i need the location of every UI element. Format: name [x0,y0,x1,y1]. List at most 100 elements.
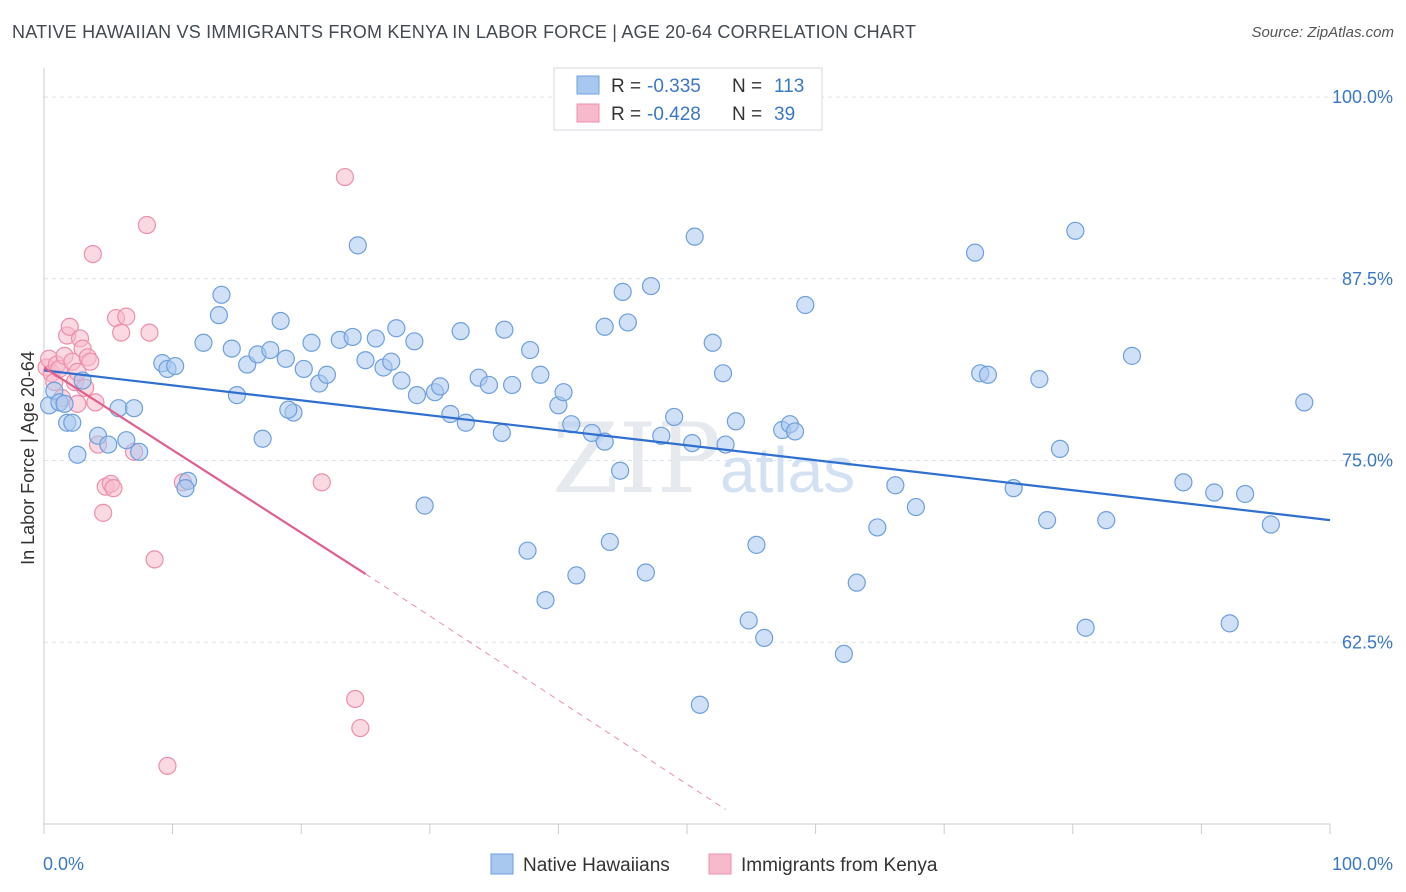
point-native-hawaiians-95 [965,243,985,262]
point-kenya-32 [158,756,177,775]
point-kenya-34 [312,473,331,492]
point-native-hawaiians-11 [117,431,136,450]
point-kenya-27 [117,307,136,326]
point-native-hawaiians-68 [600,532,619,552]
point-native-hawaiians-80 [713,364,733,383]
point-native-hawaiians-56 [503,375,522,395]
point-native-hawaiians-3 [55,394,74,413]
point-native-hawaiians-71 [618,313,637,332]
point-kenya-29 [140,323,159,342]
point-native-hawaiians-44 [405,332,424,351]
point-native-hawaiians-37 [348,236,367,255]
point-kenya-31 [145,550,164,569]
trend-lines [43,366,1331,810]
series-kenya-points [37,167,370,775]
point-native-hawaiians-5 [63,413,82,432]
x-tick-label-0: 0.0% [43,854,84,874]
point-native-hawaiians-64 [567,566,586,585]
point-native-hawaiians-16 [166,356,185,376]
point-kenya-37 [351,718,370,738]
legend: R = -0.335 N = 113 R = -0.428 N = 39 [553,67,823,131]
point-native-hawaiians-75 [665,407,684,427]
bottom-legend: Native Hawaiians Immigrants from Kenya [490,853,938,876]
point-kenya-17 [81,352,100,371]
point-kenya-26 [112,323,131,342]
point-native-hawaiians-31 [294,359,313,379]
point-native-hawaiians-79 [703,333,722,352]
point-native-hawaiians-13 [130,442,149,461]
point-native-hawaiians-27 [261,340,280,360]
y-axis-label: In Labor Force | Age 20-64 [18,351,38,565]
chart-title: NATIVE HAWAIIAN VS IMMIGRANTS FROM KENYA… [12,22,917,42]
point-native-hawaiians-66 [595,432,614,451]
bottom-legend-label-blue: Native Hawaiians [523,855,670,876]
y-tick-labels: 100.0% 87.5% 75.0% 62.5% [1332,87,1393,652]
point-native-hawaiians-34 [317,365,337,384]
point-native-hawaiians-38 [356,351,375,370]
point-native-hawaiians-9 [99,435,118,454]
watermark: ZIP atlas [552,403,855,515]
point-native-hawaiians-22 [222,339,241,358]
legend-n-label-pink: N = [732,104,762,125]
legend-r-value-pink: -0.428 [647,104,701,125]
point-native-hawaiians-58 [521,340,540,360]
legend-swatch-blue [576,75,600,95]
point-native-hawaiians-60 [536,591,555,610]
legend-n-value-pink: 39 [774,104,795,125]
point-native-hawaiians-51 [456,413,475,432]
bottom-legend-swatch-blue [490,853,514,875]
point-native-hawaiians-91 [847,573,866,592]
point-native-hawaiians-108 [1236,484,1255,504]
point-native-hawaiians-21 [212,285,231,304]
point-native-hawaiians-54 [492,423,511,443]
watermark-zip: ZIP [552,403,721,515]
trend-line-native-hawaiians [43,369,1331,522]
legend-r-label-blue: R = [611,76,641,97]
point-native-hawaiians-103 [1076,618,1095,637]
point-native-hawaiians-97 [978,365,998,384]
point-native-hawaiians-77 [685,227,704,246]
point-kenya-18 [83,244,102,264]
point-native-hawaiians-82 [726,412,745,431]
point-native-hawaiians-32 [302,333,321,352]
series-native-hawaiians-points [40,221,1314,714]
point-native-hawaiians-99 [1030,370,1049,389]
point-native-hawaiians-93 [886,476,905,495]
x-tick-label-1: 100.0% [1332,854,1393,874]
point-native-hawaiians-90 [834,644,853,664]
point-native-hawaiians-19 [194,333,213,352]
point-native-hawaiians-39 [366,329,385,348]
point-native-hawaiians-102 [1066,221,1085,240]
bottom-legend-label-pink: Immigrants from Kenya [741,855,938,876]
point-kenya-21 [94,503,113,522]
point-native-hawaiians-46 [415,496,434,515]
legend-r-label-pink: R = [611,104,641,125]
point-native-hawaiians-59 [531,365,550,384]
point-native-hawaiians-49 [441,404,460,424]
point-native-hawaiians-111 [1220,614,1239,633]
point-native-hawaiians-41 [382,352,401,371]
y-tick-label-3: 62.5% [1342,632,1393,652]
point-native-hawaiians-69 [611,461,630,480]
point-kenya-30 [137,215,156,235]
point-native-hawaiians-53 [479,375,499,395]
point-native-hawaiians-6 [68,445,87,464]
point-native-hawaiians-48 [430,377,450,396]
point-native-hawaiians-29 [276,349,295,368]
point-native-hawaiians-73 [641,276,661,296]
point-native-hawaiians-23 [227,386,246,405]
point-native-hawaiians-50 [451,322,470,341]
point-native-hawaiians-109 [1261,515,1280,534]
point-native-hawaiians-88 [785,422,805,441]
point-native-hawaiians-42 [387,319,406,338]
axes [43,68,1331,834]
point-native-hawaiians-105 [1122,346,1142,365]
y-tick-label-0: 100.0% [1332,87,1393,107]
point-native-hawaiians-74 [652,426,671,445]
point-native-hawaiians-100 [1037,511,1057,530]
watermark-atlas: atlas [720,434,855,506]
point-native-hawaiians-57 [518,541,537,560]
point-native-hawaiians-106 [1174,473,1193,492]
point-native-hawaiians-78 [690,695,709,714]
